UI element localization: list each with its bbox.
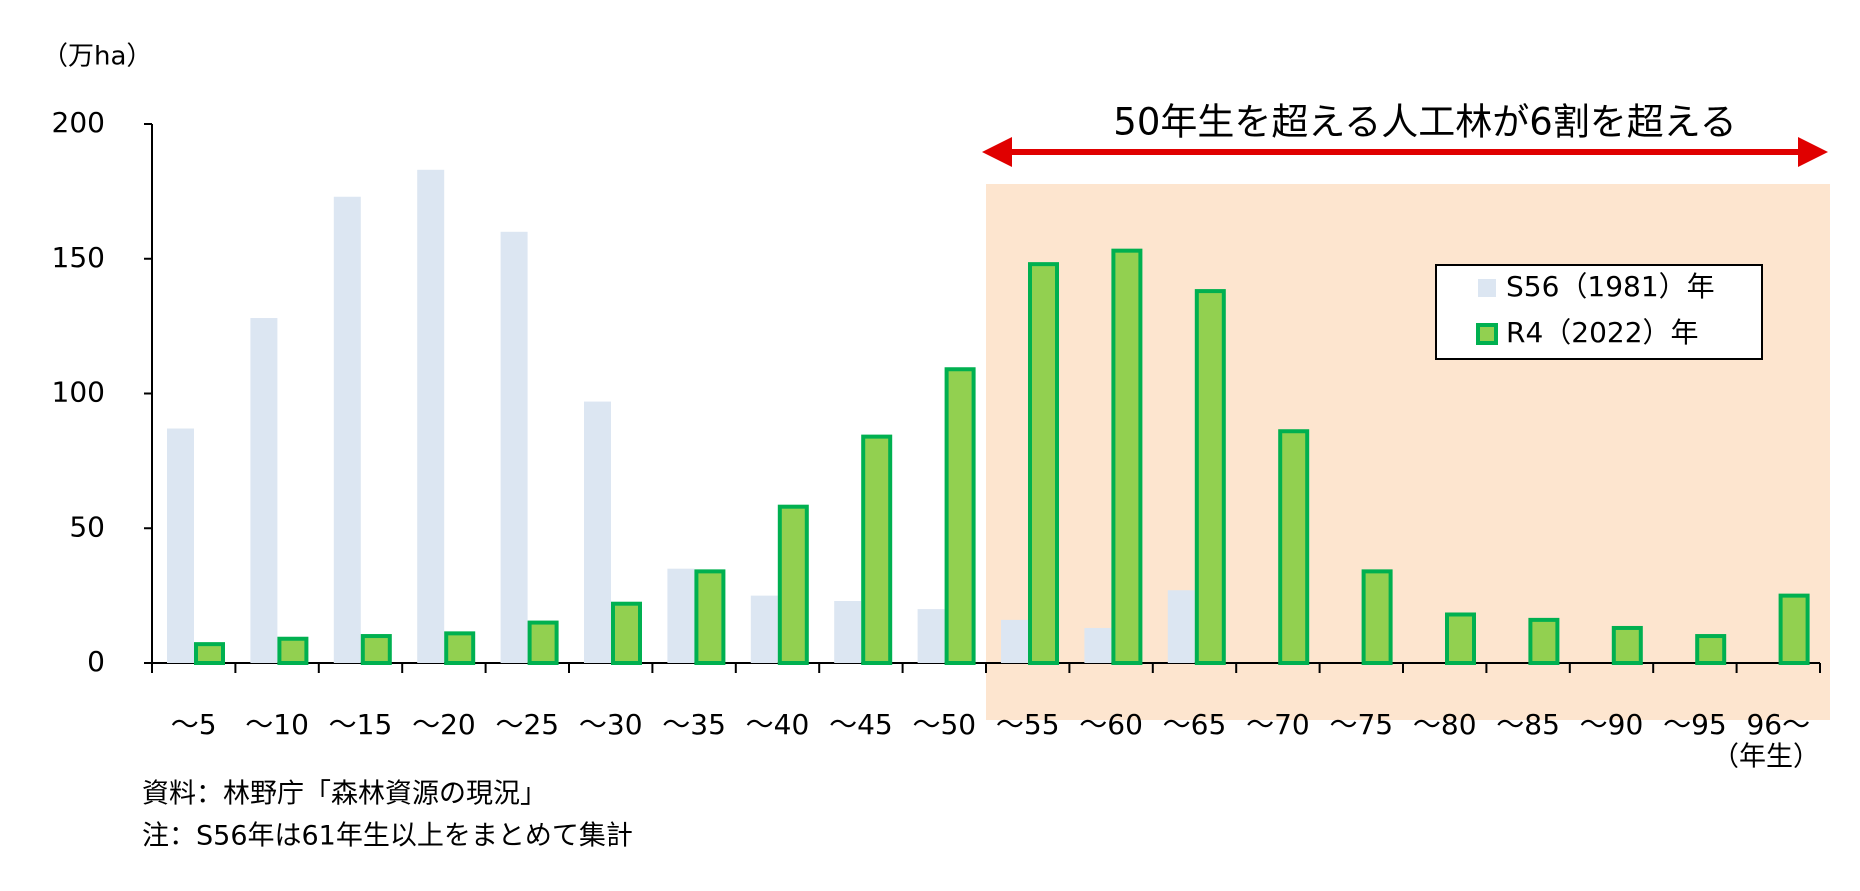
- x-tick-label: ～80: [1413, 708, 1477, 741]
- bar: [1778, 593, 1810, 665]
- bar: [694, 569, 726, 665]
- x-tick-label: ～60: [1079, 708, 1143, 741]
- x-axis-label: （年生）: [1712, 742, 1820, 773]
- x-tick-label: ～30: [579, 708, 643, 741]
- bar: [834, 601, 862, 663]
- x-tick-label: ～20: [412, 708, 476, 741]
- annotation: 50年生を超える人工林が6割を超える: [1113, 101, 1736, 144]
- y-tick-label: 200: [52, 106, 105, 139]
- x-tick-label: ～70: [1246, 708, 1310, 741]
- x-tick-label: ～10: [245, 708, 309, 741]
- y-axis-label: （万ha）: [42, 42, 152, 72]
- x-tick-label: ～50: [912, 708, 976, 741]
- bar: [500, 231, 528, 664]
- bar: [1194, 289, 1226, 665]
- bar: [194, 642, 225, 666]
- bar: [1361, 569, 1393, 665]
- bar: [1084, 627, 1112, 663]
- bar: [167, 428, 194, 663]
- bar: [1278, 429, 1310, 666]
- source: 資料：林野庁「森林資源の現況」: [142, 779, 547, 810]
- bar: [861, 434, 893, 665]
- y-tick-label: 150: [52, 241, 105, 274]
- bar: [1001, 619, 1028, 663]
- bar: [944, 367, 976, 665]
- x-tick-label: ～65: [1163, 708, 1227, 741]
- y-tick-label: 100: [52, 376, 105, 409]
- bar: [417, 169, 445, 663]
- x-tick-label: ～5: [171, 708, 217, 741]
- bar: [1611, 625, 1643, 666]
- x-tick-label: ～95: [1663, 708, 1727, 741]
- bar: [1167, 590, 1195, 663]
- x-tick-label: 96～: [1746, 708, 1810, 741]
- x-tick-label: ～15: [329, 708, 393, 741]
- x-tick-label: ～35: [662, 708, 726, 741]
- bar: [527, 620, 559, 666]
- bar: [333, 196, 361, 663]
- y-tick-label: 0: [87, 645, 105, 678]
- bar: [584, 401, 611, 663]
- y-tick-label: 50: [69, 510, 105, 543]
- bar: [444, 631, 476, 665]
- x-tick-label: ～90: [1580, 708, 1644, 741]
- x-tick-label: ～40: [746, 708, 810, 741]
- bar: [277, 636, 309, 665]
- bar: [1028, 262, 1059, 665]
- bar: [360, 634, 392, 665]
- bar: [1445, 612, 1476, 665]
- bar: [1111, 248, 1143, 665]
- bar: [667, 568, 695, 663]
- x-tick-label: ～25: [495, 708, 559, 741]
- legend-swatch: [1476, 323, 1498, 345]
- bar: [917, 609, 945, 663]
- bar: [1695, 634, 1727, 665]
- legend-swatch: [1478, 279, 1496, 297]
- x-tick-label: ～45: [829, 708, 893, 741]
- bar: [750, 595, 778, 663]
- legend-label: S56（1981）年: [1506, 270, 1715, 303]
- x-tick-label: ～85: [1496, 708, 1560, 741]
- bar: [777, 504, 809, 665]
- note: 注：S56年は61年生以上をまとめて集計: [142, 821, 633, 852]
- bar: [1528, 617, 1560, 666]
- legend-label: R4（2022）年: [1506, 316, 1699, 349]
- x-tick-label: ～55: [996, 708, 1060, 741]
- x-tick-label: ～75: [1329, 708, 1393, 741]
- bar: [611, 601, 642, 666]
- bar: [250, 318, 278, 663]
